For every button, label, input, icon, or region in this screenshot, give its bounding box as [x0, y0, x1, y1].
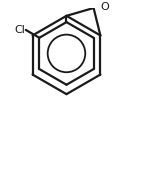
Text: O: O: [101, 2, 109, 12]
Text: Cl: Cl: [14, 25, 25, 35]
